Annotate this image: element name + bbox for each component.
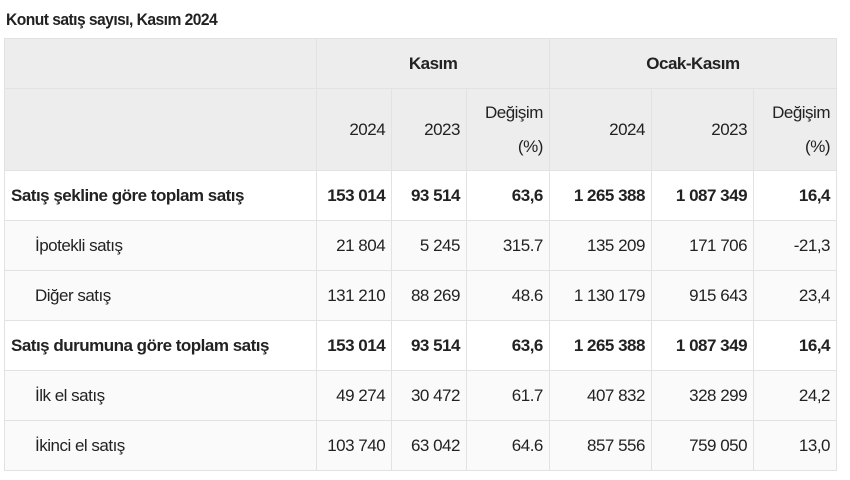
table-cell: 16,4 xyxy=(753,170,837,221)
table-cell: 153 014 xyxy=(316,320,393,371)
table-cell: 16,4 xyxy=(753,320,837,371)
column-header-label: Değişim (%) xyxy=(484,102,543,156)
table-cell: 1 087 349 xyxy=(650,320,755,371)
table-cell: 63,6 xyxy=(465,320,550,371)
table-cell: 1 130 179 xyxy=(548,270,652,321)
table-cell: 13,0 xyxy=(753,420,837,471)
table-cell: 49 274 xyxy=(316,370,393,421)
corner-cell xyxy=(3,88,318,171)
table-cell: 171 706 xyxy=(650,220,755,271)
table-cell: 63 042 xyxy=(391,420,467,471)
group-header-kasim: Kasım xyxy=(316,38,550,89)
table-cell: 21 804 xyxy=(316,220,393,271)
table-cell: 759 050 xyxy=(650,420,755,471)
table-cell: 64.6 xyxy=(465,420,550,471)
table-cell: 63,6 xyxy=(465,170,550,221)
table-cell: 61.7 xyxy=(465,370,550,421)
table-cell: 93 514 xyxy=(391,320,467,371)
table-cell: 5 245 xyxy=(391,220,467,271)
table-cell: -21,3 xyxy=(753,220,837,271)
table-cell: 88 269 xyxy=(391,270,467,321)
corner-cell xyxy=(3,38,318,89)
table-cell: 131 210 xyxy=(316,270,393,321)
table-row-total: Satış şekline göre toplam satış 153 014 93… xyxy=(3,170,837,221)
table-cell: 135 209 xyxy=(548,220,652,271)
table-cell: 30 472 xyxy=(391,370,467,421)
row-label: Satış şekline göre toplam satış xyxy=(3,170,318,221)
table-cell: 1 087 349 xyxy=(650,170,755,221)
table-cell: 23,4 xyxy=(753,270,837,321)
table-cell: 1 265 388 xyxy=(548,320,652,371)
table-title: Konut satış sayısı, Kasım 2024 xyxy=(6,10,218,29)
table-cell: 407 832 xyxy=(548,370,652,421)
column-header: Değişim (%) xyxy=(753,88,837,171)
table-row: İpotekli satış 21 804 5 245 315.7 135 209 171… xyxy=(3,220,837,271)
table-cell: 93 514 xyxy=(391,170,467,221)
table-cell: 857 556 xyxy=(548,420,652,471)
housing-sales-table: Kasım Ocak-Kasım 2024 2023 Değişim (%) 2… xyxy=(3,38,838,471)
table-cell: 48.6 xyxy=(465,270,550,321)
sub-header-row: 2024 2023 Değişim (%) 2024 2023 Değişim … xyxy=(3,88,837,171)
row-label: İlk el satış xyxy=(3,370,318,421)
row-label: Satış durumuna göre toplam satış xyxy=(3,320,318,371)
column-header: 2023 xyxy=(650,88,755,171)
table-row: Diğer satış 131 210 88 269 48.6 1 130 179 915… xyxy=(3,270,837,321)
table-row: İlk el satış 49 274 30 472 61.7 407 832 328 2… xyxy=(3,370,837,421)
table-cell: 153 014 xyxy=(316,170,393,221)
table-body: Satış şekline göre toplam satış 153 014 93… xyxy=(3,170,837,471)
table-row: İkinci el satış 103 740 63 042 64.6 857 556 7… xyxy=(3,420,837,471)
table-row-total: Satış durumuna göre toplam satış 153 014 9… xyxy=(3,320,837,371)
row-label: Diğer satış xyxy=(3,270,318,321)
row-label: İkinci el satış xyxy=(3,420,318,471)
group-header-row: Kasım Ocak-Kasım xyxy=(3,38,838,89)
column-header: 2023 xyxy=(391,88,467,171)
column-header: 2024 xyxy=(316,88,393,171)
column-header: 2024 xyxy=(548,88,652,171)
row-label: İpotekli satış xyxy=(3,220,318,271)
column-header-label: Değişim (%) xyxy=(772,102,830,156)
table-cell: 315.7 xyxy=(465,220,550,271)
table-cell: 328 299 xyxy=(650,370,755,421)
table-cell: 24,2 xyxy=(753,370,837,421)
group-header-ocak-kasim: Ocak-Kasım xyxy=(548,38,838,89)
table-cell: 103 740 xyxy=(316,420,393,471)
column-header: Değişim (%) xyxy=(465,88,550,171)
table-cell: 915 643 xyxy=(650,270,755,321)
table-cell: 1 265 388 xyxy=(548,170,652,221)
